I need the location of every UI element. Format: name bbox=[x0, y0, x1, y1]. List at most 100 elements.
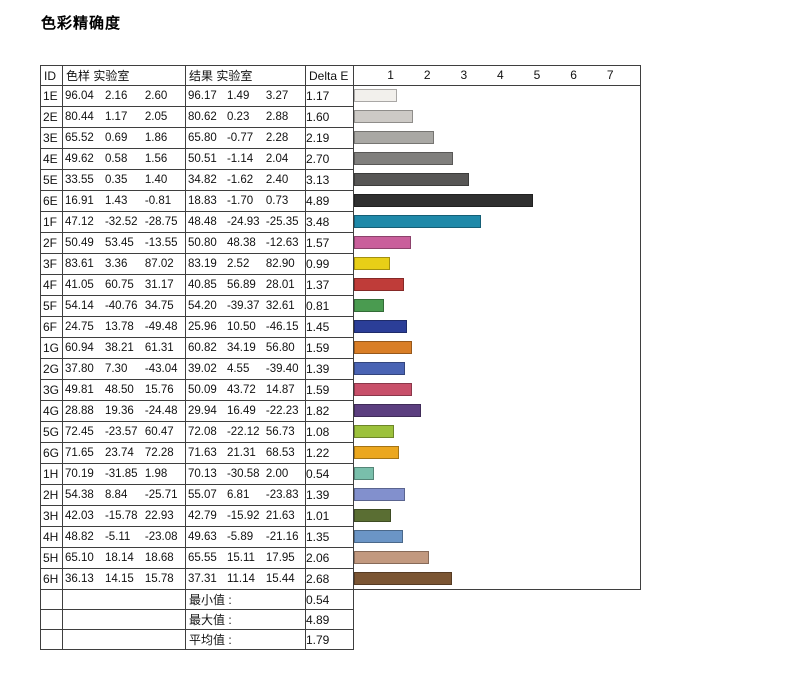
delta-e-bar bbox=[354, 320, 407, 333]
delta-e-value: 4.89 bbox=[305, 190, 354, 212]
delta-e-bar bbox=[354, 572, 452, 585]
delta-e-bar bbox=[354, 530, 403, 543]
delta-e-chart bbox=[353, 85, 641, 590]
sample-lab-cell: 49.81 48.50 15.76 bbox=[62, 379, 186, 401]
lab-value: 3.36 bbox=[104, 258, 128, 270]
sample-lab-cell: 48.82 -5.11 -23.08 bbox=[62, 526, 186, 548]
lab-value: 50.49 bbox=[65, 237, 94, 249]
row-id: 6H bbox=[40, 568, 63, 590]
lab-value: 28.01 bbox=[265, 279, 295, 291]
sample-lab-cell: 41.05 60.75 31.17 bbox=[62, 274, 186, 296]
result-lab-cell: 37.31 11.14 15.44 bbox=[185, 568, 306, 590]
lab-value: 96.17 bbox=[188, 90, 217, 102]
lab-value: 48.38 bbox=[226, 237, 256, 249]
delta-e-bar bbox=[354, 425, 394, 438]
table-row: 5H 65.10 18.14 18.68 65.55 15.11 17.95 2.06 bbox=[40, 547, 641, 569]
lab-value: 22.93 bbox=[144, 510, 174, 522]
sample-lab-cell-values: 83.61 3.36 87.02 bbox=[63, 258, 185, 270]
header-result-lab: 结果 实验室 bbox=[185, 65, 306, 86]
sample-lab-cell-values: 24.75 13.78 -49.48 bbox=[63, 321, 185, 333]
lab-value: 40.85 bbox=[188, 279, 217, 291]
table-row: 6G 71.65 23.74 72.28 71.63 21.31 68.53 1.22 bbox=[40, 442, 641, 464]
delta-e-value: 1.39 bbox=[305, 358, 354, 380]
lab-value: -23.83 bbox=[265, 489, 299, 501]
result-lab-cell-values: 49.63 -5.89 -21.16 bbox=[186, 531, 305, 543]
lab-value: 36.13 bbox=[65, 573, 94, 585]
lab-value: 65.55 bbox=[188, 552, 217, 564]
sample-lab-cell: 54.38 8.84 -25.71 bbox=[62, 484, 186, 506]
table-row: 1E 96.04 2.16 2.60 96.17 1.49 3.27 1.17 bbox=[40, 85, 641, 590]
lab-value: -1.70 bbox=[226, 195, 254, 207]
row-id: 6F bbox=[40, 316, 63, 338]
table-row: 2G 37.80 7.30 -43.04 39.02 4.55 -39.40 1.39 bbox=[40, 358, 641, 380]
lab-value: -13.55 bbox=[144, 237, 178, 249]
result-lab-cell: 49.63 -5.89 -21.16 bbox=[185, 526, 306, 548]
row-id: 5G bbox=[40, 421, 63, 443]
lab-value: 96.04 bbox=[65, 90, 94, 102]
lab-value: 61.31 bbox=[144, 342, 174, 354]
table-row: 6E 16.91 1.43 -0.81 18.83 -1.70 0.73 4.89 bbox=[40, 190, 641, 212]
result-lab-cell-values: 42.79 -15.92 21.63 bbox=[186, 510, 305, 522]
lab-value: 0.73 bbox=[265, 195, 289, 207]
delta-e-bar bbox=[354, 89, 397, 102]
delta-e-value: 1.08 bbox=[305, 421, 354, 443]
lab-value: 15.78 bbox=[144, 573, 174, 585]
sample-lab-cell-values: 49.62 0.58 1.56 bbox=[63, 153, 185, 165]
lab-value: 70.19 bbox=[65, 468, 94, 480]
delta-e-value: 1.45 bbox=[305, 316, 354, 338]
result-lab-cell-values: 48.48 -24.93 -25.35 bbox=[186, 216, 305, 228]
delta-e-value: 0.81 bbox=[305, 295, 354, 317]
result-lab-cell: 71.63 21.31 68.53 bbox=[185, 442, 306, 464]
table-row: 2F 50.49 53.45 -13.55 50.80 48.38 -12.63 1.57 bbox=[40, 232, 641, 254]
axis-tick: 6 bbox=[570, 68, 577, 82]
lab-value: 56.73 bbox=[265, 426, 295, 438]
result-lab-cell-values: 65.80 -0.77 2.28 bbox=[186, 132, 305, 144]
sample-lab-cell: 80.44 1.17 2.05 bbox=[62, 106, 186, 128]
delta-e-value: 1.60 bbox=[305, 106, 354, 128]
lab-value: 6.81 bbox=[226, 489, 250, 501]
row-id: 3F bbox=[40, 253, 63, 275]
delta-e-value: 1.01 bbox=[305, 505, 354, 527]
delta-e-value: 1.22 bbox=[305, 442, 354, 464]
summary-label: 平均值 : bbox=[185, 629, 306, 650]
sample-lab-cell-values: 54.38 8.84 -25.71 bbox=[63, 489, 185, 501]
empty-cell bbox=[40, 609, 63, 630]
lab-value: 34.19 bbox=[226, 342, 256, 354]
lab-value: 38.21 bbox=[104, 342, 134, 354]
table-row: 3F 83.61 3.36 87.02 83.19 2.52 82.90 0.99 bbox=[40, 253, 641, 275]
sample-lab-cell-values: 70.19 -31.85 1.98 bbox=[63, 468, 185, 480]
sample-lab-cell: 96.04 2.16 2.60 bbox=[62, 85, 186, 107]
delta-e-bar bbox=[354, 509, 391, 522]
delta-e-value: 0.99 bbox=[305, 253, 354, 275]
lab-value: 17.95 bbox=[265, 552, 295, 564]
sample-lab-cell: 24.75 13.78 -49.48 bbox=[62, 316, 186, 338]
lab-value: 32.61 bbox=[265, 300, 295, 312]
lab-value: 24.75 bbox=[65, 321, 94, 333]
axis-tick: 5 bbox=[533, 68, 541, 82]
lab-value: 19.36 bbox=[104, 405, 134, 417]
lab-value: 2.88 bbox=[265, 111, 289, 123]
empty-cell bbox=[62, 629, 186, 650]
sample-lab-cell: 50.49 53.45 -13.55 bbox=[62, 232, 186, 254]
lab-value: 56.80 bbox=[265, 342, 295, 354]
delta-e-bar bbox=[354, 341, 412, 354]
result-lab-cell-values: 50.51 -1.14 2.04 bbox=[186, 153, 305, 165]
lab-value: 48.48 bbox=[188, 216, 217, 228]
empty-cell bbox=[40, 629, 63, 650]
lab-value: 42.79 bbox=[188, 510, 217, 522]
lab-value: -40.76 bbox=[104, 300, 138, 312]
result-lab-cell: 54.20 -39.37 32.61 bbox=[185, 295, 306, 317]
result-lab-cell-values: 50.09 43.72 14.87 bbox=[186, 384, 305, 396]
row-id: 1G bbox=[40, 337, 63, 359]
delta-e-bar bbox=[354, 152, 453, 165]
delta-e-value: 1.37 bbox=[305, 274, 354, 296]
result-lab-cell: 80.62 0.23 2.88 bbox=[185, 106, 306, 128]
sample-lab-cell: 54.14 -40.76 34.75 bbox=[62, 295, 186, 317]
delta-e-bar bbox=[354, 257, 390, 270]
lab-value: 15.44 bbox=[265, 573, 295, 585]
row-id: 2H bbox=[40, 484, 63, 506]
delta-e-bar bbox=[354, 236, 411, 249]
lab-value: 49.62 bbox=[65, 153, 94, 165]
lab-value: -31.85 bbox=[104, 468, 138, 480]
table-row: 6F 24.75 13.78 -49.48 25.96 10.50 -46.15 1.45 bbox=[40, 316, 641, 338]
